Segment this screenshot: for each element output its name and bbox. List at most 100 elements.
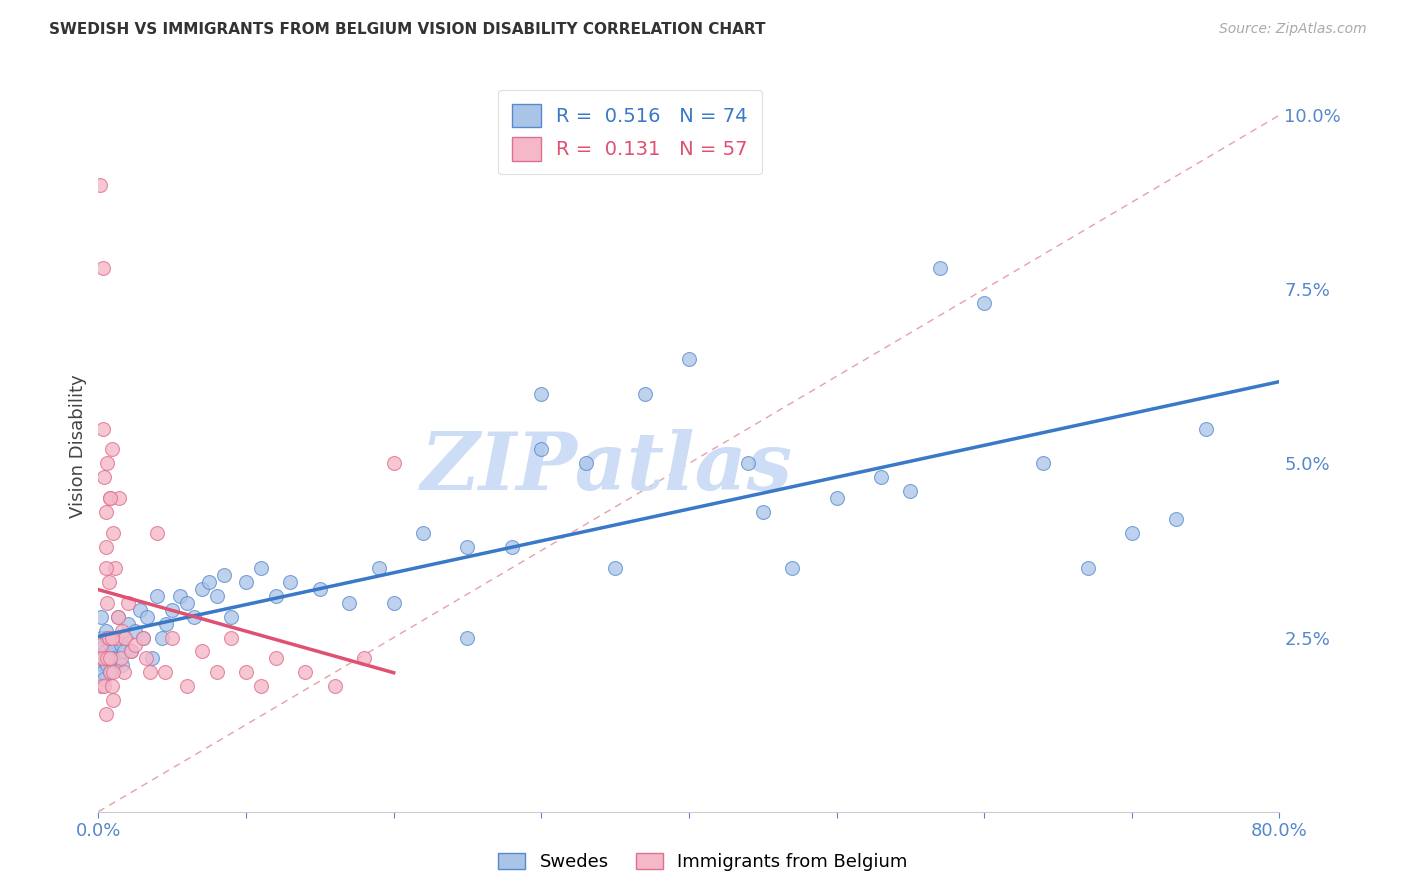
Point xyxy=(146,589,169,603)
Point xyxy=(100,679,122,693)
Point xyxy=(250,679,273,693)
Point xyxy=(103,526,125,541)
Point xyxy=(132,631,155,645)
Point xyxy=(176,596,198,610)
Point xyxy=(98,491,121,506)
Point xyxy=(96,596,118,610)
Point xyxy=(752,505,775,519)
Point xyxy=(103,651,125,665)
Point xyxy=(221,631,243,645)
Point xyxy=(105,631,128,645)
Point xyxy=(155,616,177,631)
Y-axis label: Vision Disability: Vision Disability xyxy=(69,374,87,518)
Point xyxy=(309,582,332,596)
Point xyxy=(146,526,169,541)
Point xyxy=(112,644,135,658)
Point xyxy=(96,631,118,645)
Point xyxy=(353,651,375,665)
Point xyxy=(153,665,176,680)
Point xyxy=(93,673,115,687)
Point xyxy=(501,540,523,554)
Point xyxy=(678,351,700,366)
Point xyxy=(457,631,479,645)
Point xyxy=(280,574,302,589)
Point xyxy=(117,616,139,631)
Point xyxy=(98,665,121,680)
Point xyxy=(176,679,198,693)
Point xyxy=(132,631,155,645)
Point xyxy=(530,386,553,401)
Point xyxy=(169,589,191,603)
Point xyxy=(141,651,163,665)
Point xyxy=(103,665,125,680)
Point xyxy=(135,651,157,665)
Point xyxy=(264,651,287,665)
Point xyxy=(339,596,361,610)
Point xyxy=(89,651,111,665)
Point xyxy=(634,386,657,401)
Text: Source: ZipAtlas.com: Source: ZipAtlas.com xyxy=(1219,22,1367,37)
Point xyxy=(94,561,117,575)
Point xyxy=(929,261,952,276)
Point xyxy=(973,296,995,310)
Point xyxy=(93,470,115,484)
Point xyxy=(191,644,214,658)
Point xyxy=(368,561,391,575)
Point xyxy=(114,631,136,645)
Point xyxy=(136,609,159,624)
Legend: R =  0.516   N = 74, R =  0.131   N = 57: R = 0.516 N = 74, R = 0.131 N = 57 xyxy=(498,90,762,175)
Point xyxy=(737,457,759,471)
Point xyxy=(91,658,114,673)
Point xyxy=(104,561,127,575)
Point xyxy=(1195,421,1218,435)
Point xyxy=(108,491,131,506)
Point xyxy=(150,631,173,645)
Point xyxy=(104,631,127,645)
Text: SWEDISH VS IMMIGRANTS FROM BELGIUM VISION DISABILITY CORRELATION CHART: SWEDISH VS IMMIGRANTS FROM BELGIUM VISIO… xyxy=(49,22,766,37)
Point xyxy=(191,582,214,596)
Point xyxy=(1032,457,1054,471)
Point xyxy=(1166,512,1188,526)
Point xyxy=(264,589,287,603)
Point xyxy=(212,567,235,582)
Point xyxy=(90,638,112,652)
Point xyxy=(221,609,243,624)
Point xyxy=(323,679,346,693)
Point xyxy=(382,457,405,471)
Point xyxy=(98,651,121,665)
Point xyxy=(110,651,132,665)
Point xyxy=(250,561,273,575)
Point xyxy=(94,707,117,722)
Point xyxy=(162,631,183,645)
Point xyxy=(89,178,111,192)
Point xyxy=(1077,561,1099,575)
Point xyxy=(112,665,135,680)
Point xyxy=(97,631,120,645)
Text: ZIPatlas: ZIPatlas xyxy=(420,429,793,507)
Point xyxy=(605,561,627,575)
Point xyxy=(97,574,120,589)
Point xyxy=(100,644,122,658)
Point xyxy=(93,679,115,693)
Point xyxy=(89,651,111,665)
Point xyxy=(91,651,114,665)
Point xyxy=(183,609,205,624)
Point xyxy=(235,574,257,589)
Point xyxy=(107,609,129,624)
Point xyxy=(90,631,112,645)
Point xyxy=(198,574,221,589)
Point xyxy=(94,624,117,638)
Point xyxy=(94,505,117,519)
Point xyxy=(97,651,120,665)
Point xyxy=(139,665,162,680)
Point xyxy=(91,421,114,435)
Point xyxy=(96,457,118,471)
Point xyxy=(110,638,132,652)
Point xyxy=(530,442,553,457)
Point xyxy=(98,665,121,680)
Point xyxy=(870,470,893,484)
Point xyxy=(111,624,134,638)
Point xyxy=(235,665,257,680)
Legend: Swedes, Immigrants from Belgium: Swedes, Immigrants from Belgium xyxy=(491,846,915,879)
Point xyxy=(782,561,804,575)
